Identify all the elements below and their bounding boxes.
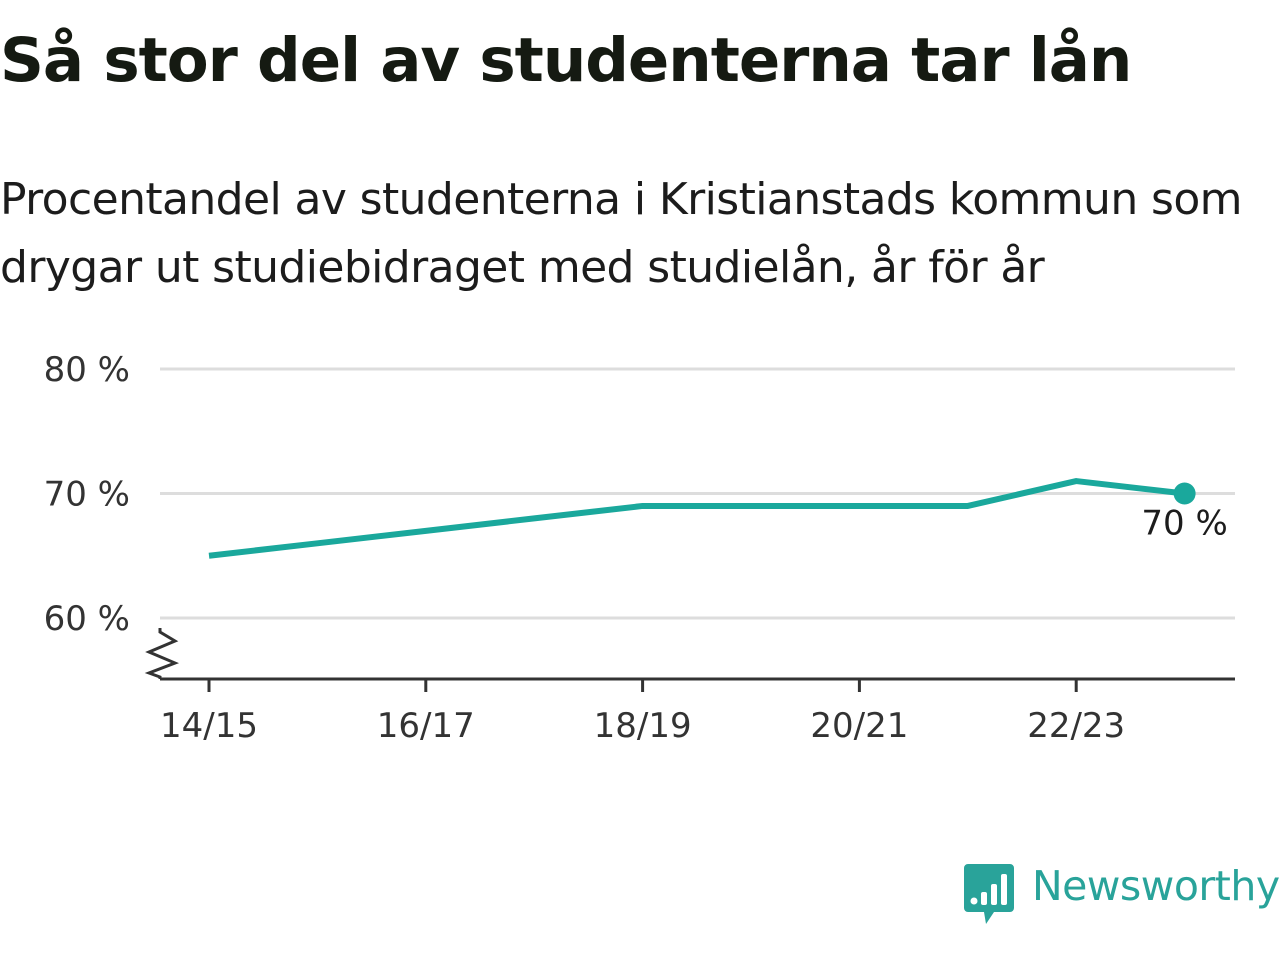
series bbox=[208, 478, 1196, 559]
y-axis-break bbox=[144, 628, 180, 679]
brand-name: Newsworthy bbox=[1032, 862, 1280, 910]
y-tick-label-80: 80 % bbox=[44, 350, 130, 390]
grid-lines bbox=[160, 367, 1235, 620]
y-tick-label-60: 60 % bbox=[44, 599, 130, 639]
x-axis: 14/15 16/17 18/19 20/21 22/23 bbox=[144, 628, 1235, 746]
last-point-label: 70 % bbox=[1141, 504, 1227, 544]
x-tick-label-16/17: 16/17 bbox=[377, 706, 475, 746]
newsworthy-logo-icon bbox=[964, 864, 1014, 924]
y-tick-label-70: 70 % bbox=[44, 475, 130, 515]
last-point-marker bbox=[1173, 482, 1196, 505]
x-tick-label-22/23: 22/23 bbox=[1027, 706, 1125, 746]
chart-title: Så stor del av studenterna tar lån bbox=[0, 25, 1132, 96]
y-axis-labels: 60 % 70 % 80 % bbox=[44, 350, 130, 639]
chart-subtitle: Procentandel av studenterna i Kristianst… bbox=[0, 174, 1243, 293]
x-tick-label-18/19: 18/19 bbox=[594, 706, 692, 746]
x-tick-label-20/21: 20/21 bbox=[810, 706, 908, 746]
x-tick-label-14/15: 14/15 bbox=[160, 706, 258, 746]
series-line bbox=[208, 478, 1185, 559]
newsworthy-logo: Newsworthy bbox=[964, 864, 1280, 926]
data-labels: 70 % bbox=[1141, 504, 1227, 544]
